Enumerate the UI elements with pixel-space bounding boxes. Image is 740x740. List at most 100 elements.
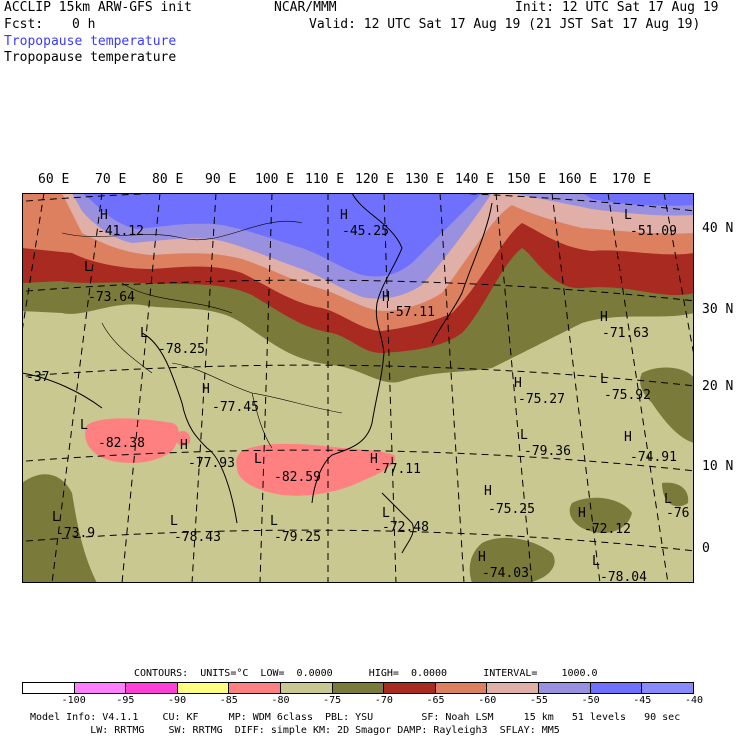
latitude-label: 0 (702, 541, 710, 556)
pressure-symbol: H (100, 208, 108, 223)
marker-value: -78.43 (174, 530, 221, 545)
legend-label: -90 (168, 695, 187, 706)
model-info-line1: Model Info: V4.1.1 CU: KF MP: WDM 6class… (30, 712, 681, 723)
marker-value: -41.12 (97, 224, 144, 239)
legend-swatch (229, 683, 282, 693)
marker-value: -79.25 (274, 530, 321, 545)
longitude-lines (22, 193, 694, 583)
highs-lows-markers: H-41.12H-45.25L-51.09L-73.64 H-57.11 H-71.… (26, 208, 689, 583)
marker-value: -76 (666, 506, 689, 521)
legend-label: -80 (271, 695, 290, 706)
marker-value: -57.11 (388, 305, 435, 320)
longitude-label: 120 E (355, 172, 395, 187)
pressure-symbol: H (624, 430, 632, 445)
legend-color-bar (22, 682, 694, 694)
latitude-label: 20 N (702, 379, 734, 394)
pressure-symbol: H (600, 310, 608, 325)
marker-value: -51.09 (630, 224, 677, 239)
legend-swatch (435, 683, 488, 693)
legend-label: -50 (581, 695, 600, 706)
marker-value: -77.11 (374, 462, 421, 477)
pressure-symbol: L (140, 326, 148, 341)
map-frame (22, 193, 694, 583)
legend-swatch (590, 683, 643, 693)
marker-value: -78.04 (600, 570, 647, 583)
longitude-label: 160 E (558, 172, 598, 187)
marker-value: -73.9 (56, 526, 95, 541)
model-title: ACCLIP 15km ARW-GFS init (4, 0, 192, 15)
fcst-value: 0 h (72, 17, 96, 32)
fcst-label: Fcst: (4, 17, 44, 32)
legend-swatch (487, 683, 540, 693)
pressure-symbol: L (84, 260, 92, 275)
pressure-symbol: H (340, 208, 348, 223)
legend-swatch (281, 683, 333, 693)
legend-label: -55 (529, 695, 548, 706)
coastlines (22, 193, 493, 554)
pressure-symbol: H (484, 484, 492, 499)
longitude-label: 70 E (95, 172, 127, 187)
pressure-symbol: L (254, 452, 262, 467)
legend-swatch (539, 683, 591, 693)
legend-label: -45 (633, 695, 652, 706)
pressure-symbol: H (578, 506, 586, 521)
contours-info: CONTOURS: UNITS=°C LOW= 0.0000 HIGH= 0.0… (134, 668, 598, 679)
field-band-blue-east (582, 193, 694, 206)
pressure-symbol: H (382, 290, 390, 305)
legend-swatch (384, 683, 436, 693)
field-patch-dark-olive-southeast (569, 497, 632, 533)
legend-swatch (332, 683, 385, 693)
legend-label: -65 (426, 695, 445, 706)
pressure-symbol: L (664, 492, 672, 507)
legend-swatch (74, 683, 127, 693)
pressure-symbol: H (514, 376, 522, 391)
pressure-symbol: H (202, 382, 210, 397)
marker-value: -75.25 (488, 502, 535, 517)
marker-value: -73.64 (88, 290, 135, 305)
longitude-label: 90 E (205, 172, 237, 187)
legend-label: -70 (374, 695, 393, 706)
field-cell-light-red-west (85, 418, 179, 463)
field-patch-dark-olive-south (469, 537, 555, 583)
marker-value: -45.25 (342, 224, 389, 239)
longitude-label: 60 E (38, 172, 70, 187)
pressure-symbol: L (600, 372, 608, 387)
pressure-symbol: L (592, 554, 600, 569)
latitude-label: 40 N (702, 221, 734, 236)
legend-label: -95 (116, 695, 135, 706)
pressure-symbol: L (382, 506, 390, 521)
marker-value: -72.48 (382, 520, 429, 535)
pressure-symbol: H (478, 550, 486, 565)
field-title-blue: Tropopause temperature (4, 34, 177, 49)
pressure-symbol: L (624, 208, 632, 223)
pressure-symbol: L (52, 510, 60, 525)
longitude-label: 150 E (507, 172, 547, 187)
longitude-label: 80 E (152, 172, 184, 187)
field-patch-dark-olive-southwest (22, 474, 97, 583)
valid-time: Valid: 12 UTC Sat 17 Aug 19 (21 JST Sat … (309, 17, 701, 32)
pressure-symbol: L (80, 418, 88, 433)
field-cell-light-red-west-2 (176, 431, 191, 446)
field-patch-dark-olive-far-east (662, 482, 689, 507)
legend-swatch (177, 683, 230, 693)
marker-value: -74.91 (630, 450, 677, 465)
pressure-symbol: H (370, 452, 378, 467)
marker-value: -79.36 (524, 444, 571, 459)
marker-value: -77.45 (212, 400, 259, 415)
latitude-label: 10 N (702, 459, 734, 474)
field-cell-light-red-east (236, 443, 396, 496)
marker-value: -74.03 (482, 566, 529, 581)
org-label: NCAR/MMM (274, 0, 337, 15)
pressure-symbol: L (270, 514, 278, 529)
pressure-symbol: L (520, 428, 528, 443)
latitude-label: 30 N (702, 302, 734, 317)
legend-label: -40 (684, 695, 704, 706)
legend-label: -75 (323, 695, 342, 706)
longitude-label: 110 E (305, 172, 345, 187)
legend-swatch (23, 683, 75, 693)
marker-value: -72.12 (584, 522, 631, 537)
marker-value: -77.93 (188, 456, 235, 471)
longitude-label: 130 E (405, 172, 445, 187)
marker-value: -71.63 (602, 326, 649, 341)
marker-value: -78.25 (158, 342, 205, 357)
